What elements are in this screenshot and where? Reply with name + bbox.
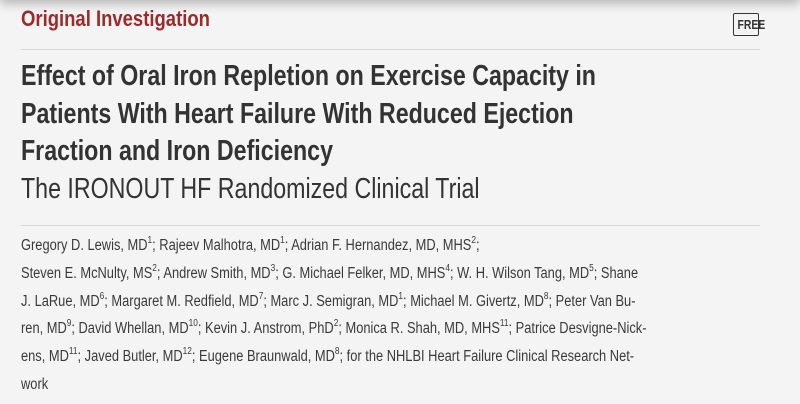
affiliation-number: 1 — [398, 290, 404, 302]
author-line: J. LaRue, MD6; Margaret M. Redfield, MD7… — [21, 288, 647, 316]
title-line: Fraction and Iron Deficiency — [21, 135, 333, 167]
author-name: ; Eugene Braunwald, MD — [191, 348, 335, 366]
author-name: Gregory D. Lewis, MD — [21, 237, 148, 254]
affiliation-number: 11 — [68, 346, 78, 358]
author-name: ; Rajeev Malhotra, MD — [152, 237, 281, 254]
author-name: ren, MD — [21, 320, 67, 338]
affiliation-number: 5 — [589, 262, 594, 274]
affiliation-number: 6 — [99, 290, 105, 302]
author-name: ; — [475, 237, 480, 254]
author-list: Gregory D. Lewis, MD1; Rajeev Malhotra, … — [21, 232, 775, 399]
author-name: ; Kevin J. Anstrom, PhD — [197, 320, 334, 338]
affiliation-number: 11 — [499, 318, 509, 330]
author-name: ens, MD — [21, 348, 69, 366]
author-name: ; Monica R. Shah, MD, MHS — [338, 320, 500, 338]
author-line: work — [21, 371, 647, 399]
affiliation-number: 2 — [333, 318, 339, 330]
author-name: ; David Whellan, MD — [71, 320, 189, 338]
divider — [21, 49, 760, 50]
author-name: ; Margaret M. Redfield, MD — [104, 292, 259, 310]
article-title: Effect of Oral Iron Repletion on Exercis… — [21, 58, 740, 208]
author-name: ; Marc J. Semigran, MD — [263, 292, 399, 310]
affiliation-number: 2 — [471, 235, 476, 246]
author-line: ens, MD11; Javed Butler, MD12; Eugene Br… — [21, 343, 647, 371]
affiliation-number: 3 — [270, 262, 276, 274]
affiliation-number: 2 — [152, 262, 157, 274]
affiliation-number: 9 — [66, 318, 72, 330]
author-name: ; Shane — [593, 264, 639, 282]
affiliation-number: 4 — [445, 262, 450, 274]
section-label: Original Investigation — [21, 6, 210, 31]
affiliation-number: 1 — [147, 235, 153, 246]
author-name: ; W. H. Wilson Tang, MD — [449, 264, 590, 282]
divider — [21, 225, 760, 226]
affiliation-number: 10 — [188, 318, 198, 330]
author-line: Gregory D. Lewis, MD1; Rajeev Malhotra, … — [21, 232, 647, 260]
author-name: work — [21, 375, 49, 393]
title-line: Patients With Heart Failure With Reduced… — [21, 97, 574, 130]
author-name: ; Michael M. Givertz, MD — [403, 292, 544, 310]
author-name: Steven E. McNulty, MS — [21, 264, 153, 282]
affiliation-number: 7 — [258, 290, 264, 302]
author-name: ; Peter Van Bu- — [548, 292, 636, 310]
affiliation-number: 8 — [334, 346, 340, 358]
article-subtitle: The IRONOUT HF Randomized Clinical Trial — [21, 172, 480, 205]
free-badge: FREE — [733, 13, 765, 36]
affiliation-number: 12 — [182, 346, 192, 358]
affiliation-number: 8 — [543, 290, 549, 302]
title-line: Effect of Oral Iron Repletion on Exercis… — [21, 60, 596, 92]
author-name: ; for the NHLBI Heart Failure Clinical R… — [339, 348, 635, 366]
author-name: ; Javed Butler, MD — [77, 348, 183, 366]
author-name: ; Andrew Smith, MD — [156, 264, 271, 282]
affiliation-number: 1 — [280, 235, 285, 246]
author-name: J. LaRue, MD — [21, 292, 100, 310]
author-name: ; G. Michael Felker, MD, MHS — [275, 264, 446, 282]
author-line: ren, MD9; David Whellan, MD10; Kevin J. … — [21, 315, 647, 343]
author-line: Steven E. McNulty, MS2; Andrew Smith, MD… — [21, 260, 647, 288]
author-name: ; Adrian F. Hernandez, MD, MHS — [284, 237, 472, 254]
author-name: ; Patrice Desvigne-Nick- — [508, 320, 647, 338]
